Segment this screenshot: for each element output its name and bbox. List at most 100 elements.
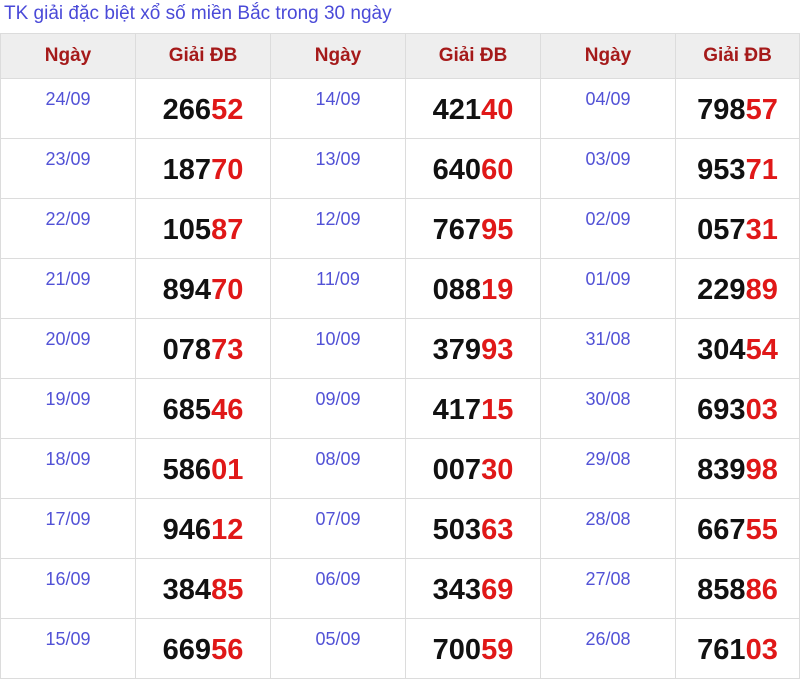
date-cell: 11/09	[270, 258, 406, 319]
date-cell: 03/09	[540, 138, 676, 199]
prize-cell: 58601	[135, 438, 271, 499]
table-row: 24/09 26652 14/09 42140 04/09 79857	[0, 78, 800, 139]
date-cell: 29/08	[540, 438, 676, 499]
prize-cell: 41715	[405, 378, 541, 439]
date-cell: 09/09	[270, 378, 406, 439]
date-cell: 04/09	[540, 78, 676, 139]
prize-tail-digits: 55	[745, 514, 778, 546]
prize-cell: 76103	[675, 618, 800, 679]
header-date: Ngày	[270, 33, 406, 79]
date-cell: 05/09	[270, 618, 406, 679]
header-prize: Giải ĐB	[135, 33, 271, 79]
table-row: 16/09 38485 06/09 34369 27/08 85886	[0, 558, 800, 619]
prize-head-digits: 105	[162, 214, 212, 246]
prize-head-digits: 946	[162, 514, 212, 546]
prize-head-digits: 894	[162, 274, 212, 306]
date-cell: 22/09	[0, 198, 136, 259]
date-cell: 31/08	[540, 318, 676, 379]
prize-tail-digits: 93	[481, 334, 514, 366]
prize-cell: 66956	[135, 618, 271, 679]
date-cell: 20/09	[0, 318, 136, 379]
date-cell: 19/09	[0, 378, 136, 439]
prize-tail-digits: 30	[481, 454, 514, 486]
prize-cell: 42140	[405, 78, 541, 139]
prize-head-digits: 078	[162, 334, 212, 366]
prize-head-digits: 839	[697, 454, 746, 486]
prize-head-digits: 421	[432, 94, 482, 126]
prize-head-digits: 586	[162, 454, 212, 486]
prize-tail-digits: 69	[481, 574, 514, 606]
prize-tail-digits: 12	[211, 514, 244, 546]
prize-cell: 38485	[135, 558, 271, 619]
table-row: 15/09 66956 05/09 70059 26/08 76103	[0, 618, 800, 679]
prize-cell: 76795	[405, 198, 541, 259]
table-row: 18/09 58601 08/09 00730 29/08 83998	[0, 438, 800, 499]
date-cell: 08/09	[270, 438, 406, 499]
prize-head-digits: 057	[697, 214, 746, 246]
prize-head-digits: 187	[162, 154, 212, 186]
prize-tail-digits: 56	[211, 634, 244, 666]
prize-head-digits: 379	[432, 334, 482, 366]
date-cell: 24/09	[0, 78, 136, 139]
prize-head-digits: 088	[432, 274, 482, 306]
table-row: 19/09 68546 09/09 41715 30/08 69303	[0, 378, 800, 439]
prize-tail-digits: 89	[745, 274, 778, 306]
prize-cell: 05731	[675, 198, 800, 259]
page-title: TK giải đặc biệt xổ số miền Bắc trong 30…	[4, 3, 392, 24]
results-table: Ngày Giải ĐB Ngày Giải ĐB Ngày Giải ĐB 2…	[0, 33, 800, 679]
prize-head-digits: 229	[697, 274, 746, 306]
prize-head-digits: 761	[697, 634, 746, 666]
prize-head-digits: 417	[432, 394, 482, 426]
prize-cell: 37993	[405, 318, 541, 379]
prize-tail-digits: 73	[211, 334, 244, 366]
prize-cell: 70059	[405, 618, 541, 679]
prize-cell: 95371	[675, 138, 800, 199]
prize-head-digits: 266	[162, 94, 212, 126]
prize-cell: 68546	[135, 378, 271, 439]
table-row: 23/09 18770 13/09 64060 03/09 95371	[0, 138, 800, 199]
prize-cell: 64060	[405, 138, 541, 199]
prize-cell: 85886	[675, 558, 800, 619]
prize-cell: 22989	[675, 258, 800, 319]
prize-tail-digits: 40	[481, 94, 514, 126]
date-cell: 23/09	[0, 138, 136, 199]
date-cell: 28/08	[540, 498, 676, 559]
prize-tail-digits: 71	[745, 154, 778, 186]
prize-cell: 08819	[405, 258, 541, 319]
date-cell: 14/09	[270, 78, 406, 139]
date-cell: 15/09	[0, 618, 136, 679]
prize-tail-digits: 70	[211, 274, 244, 306]
prize-tail-digits: 85	[211, 574, 244, 606]
prize-cell: 07873	[135, 318, 271, 379]
prize-tail-digits: 70	[211, 154, 244, 186]
date-cell: 06/09	[270, 558, 406, 619]
prize-head-digits: 685	[162, 394, 212, 426]
date-cell: 18/09	[0, 438, 136, 499]
prize-head-digits: 798	[697, 94, 746, 126]
table-row: 17/09 94612 07/09 50363 28/08 66755	[0, 498, 800, 559]
date-cell: 07/09	[270, 498, 406, 559]
table-row: 22/09 10587 12/09 76795 02/09 05731	[0, 198, 800, 259]
prize-tail-digits: 87	[211, 214, 244, 246]
date-cell: 16/09	[0, 558, 136, 619]
header-date: Ngày	[540, 33, 676, 79]
header-prize: Giải ĐB	[675, 33, 800, 79]
header-prize: Giải ĐB	[405, 33, 541, 79]
date-cell: 02/09	[540, 198, 676, 259]
prize-head-digits: 669	[162, 634, 212, 666]
prize-cell: 50363	[405, 498, 541, 559]
prize-head-digits: 858	[697, 574, 746, 606]
prize-tail-digits: 01	[211, 454, 244, 486]
date-cell: 13/09	[270, 138, 406, 199]
prize-tail-digits: 54	[745, 334, 778, 366]
header-date: Ngày	[0, 33, 136, 79]
prize-tail-digits: 63	[481, 514, 514, 546]
prize-tail-digits: 86	[745, 574, 778, 606]
prize-head-digits: 343	[432, 574, 482, 606]
prize-tail-digits: 15	[481, 394, 514, 426]
prize-tail-digits: 19	[481, 274, 514, 306]
prize-head-digits: 767	[432, 214, 482, 246]
prize-cell: 18770	[135, 138, 271, 199]
prize-tail-digits: 57	[745, 94, 778, 126]
prize-cell: 83998	[675, 438, 800, 499]
